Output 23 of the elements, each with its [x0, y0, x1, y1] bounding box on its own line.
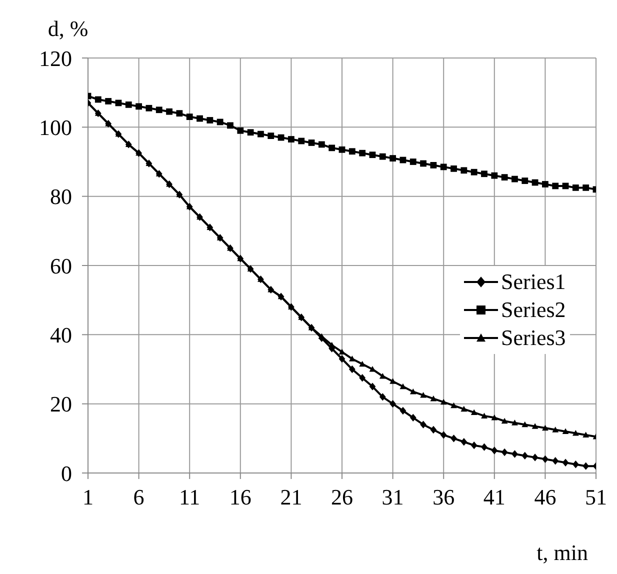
x-tick-label: 41 — [483, 484, 506, 510]
x-tick-label: 11 — [179, 484, 200, 510]
y-tick-label: 120 — [39, 46, 72, 71]
x-tick-label: 31 — [382, 484, 404, 510]
y-tick-label: 0 — [61, 460, 72, 486]
y-axis-title: d, % — [48, 16, 88, 41]
x-tick-label: 1 — [82, 484, 94, 510]
x-tick-label: 36 — [432, 484, 455, 510]
x-tick-label: 46 — [534, 484, 556, 510]
legend-label: Series2 — [501, 297, 566, 323]
legend-label: Series1 — [501, 269, 566, 295]
x-tick-label: 16 — [229, 484, 252, 510]
y-tick-label: 80 — [50, 184, 72, 210]
x-tick-label: 21 — [280, 484, 302, 510]
legend-label: Series3 — [501, 325, 566, 351]
y-tick-label: 60 — [50, 253, 72, 278]
y-tick-label: 20 — [50, 392, 72, 417]
y-tick-label: 100 — [39, 114, 72, 140]
x-tick-label: 51 — [585, 484, 607, 510]
x-tick-label: 26 — [331, 484, 353, 510]
y-tick-label: 40 — [50, 322, 72, 348]
x-axis-title: t, min — [536, 540, 588, 565]
x-tick-label: 6 — [133, 484, 144, 510]
